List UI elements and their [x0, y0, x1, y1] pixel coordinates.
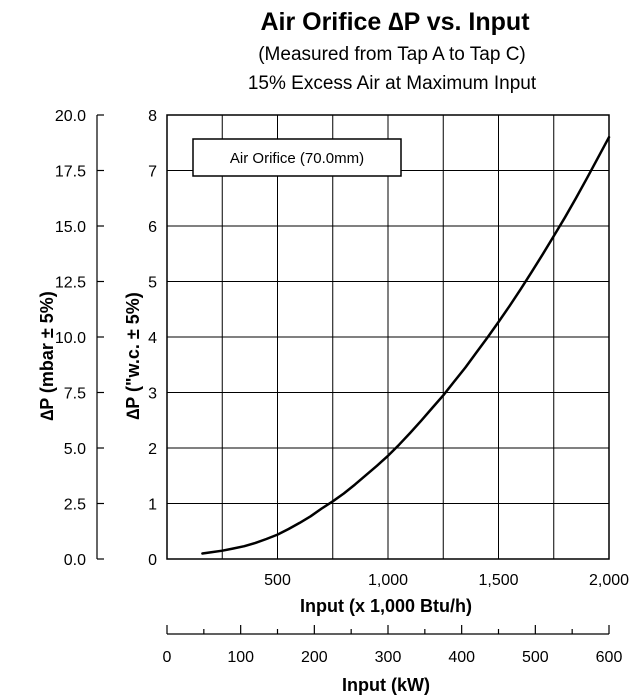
- wc-tick-label: 5: [148, 275, 157, 292]
- btu-tick-label: 2,000: [589, 572, 629, 589]
- legend-box: Air Orifice (70.0mm): [192, 138, 402, 177]
- air-orifice-curve: [201, 135, 611, 555]
- wc-tick-label: 7: [148, 164, 157, 181]
- mbar-tick-label: 17.5: [55, 164, 86, 181]
- mbar-tick-label: 15.0: [55, 219, 86, 236]
- chart-title: Air Orifice ∆P vs. Input: [260, 8, 530, 36]
- wc-tick-label: 3: [148, 386, 157, 403]
- kw-tick-label: 100: [227, 649, 254, 666]
- kw-tick-label: 0: [163, 649, 172, 666]
- kw-axis-label: Input (kW): [342, 675, 430, 695]
- mbar-tick-label: 12.5: [55, 275, 86, 292]
- mbar-tick-label: 20.0: [55, 108, 86, 125]
- kw-tick-label: 500: [522, 649, 549, 666]
- wc-tick-label: 8: [148, 108, 157, 125]
- btu-axis-ticks: 500 1,000 1,500 2,000: [264, 572, 629, 589]
- wc-tick-label: 4: [148, 330, 157, 347]
- kw-axis: 0 100 200 300 400 500 600: [163, 625, 623, 666]
- legend-label: Air Orifice (70.0mm): [230, 150, 364, 167]
- mbar-axis-label: ∆P (mbar ± 5%): [37, 291, 57, 421]
- mbar-tick-label: 2.5: [64, 497, 86, 514]
- kw-tick-label: 200: [301, 649, 328, 666]
- wc-axis-label: ∆P ("w.c. ± 5%): [123, 292, 143, 419]
- wc-tick-label: 0: [148, 552, 157, 569]
- plot-frame: [166, 114, 610, 560]
- btu-tick-label: 500: [264, 572, 291, 589]
- mbar-tick-label: 10.0: [55, 330, 86, 347]
- mbar-tick-label: 5.0: [64, 441, 86, 458]
- kw-tick-label: 400: [448, 649, 475, 666]
- wc-axis-ticks: 0 1 2 3 4 5 6 7 8: [148, 108, 157, 569]
- btu-tick-label: 1,000: [368, 572, 408, 589]
- grid-lines: [167, 115, 609, 559]
- kw-tick-label: 600: [596, 649, 623, 666]
- wc-tick-label: 6: [148, 219, 157, 236]
- wc-tick-label: 2: [148, 441, 157, 458]
- chart-subtitle-line-1: (Measured from Tap A to Tap C): [258, 44, 526, 65]
- mbar-tick-label: 7.5: [64, 386, 86, 403]
- btu-axis-label: Input (x 1,000 Btu/h): [300, 596, 472, 616]
- mbar-tick-label: 0.0: [64, 552, 86, 569]
- btu-tick-label: 1,500: [478, 572, 518, 589]
- chart-subtitle-line-2: 15% Excess Air at Maximum Input: [248, 73, 537, 94]
- kw-tick-label: 300: [375, 649, 402, 666]
- legend-frame: [192, 138, 402, 177]
- wc-tick-label: 1: [148, 497, 157, 514]
- mbar-axis: 0.0 2.5 5.0 7.5 10.0 12.5 15.0 17.5 20.0: [55, 108, 104, 569]
